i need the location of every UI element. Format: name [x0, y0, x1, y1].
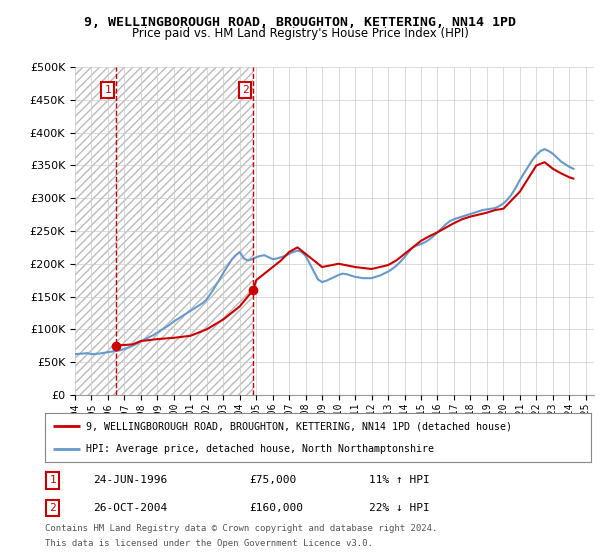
Text: 26-OCT-2004: 26-OCT-2004: [93, 503, 167, 513]
Text: This data is licensed under the Open Government Licence v3.0.: This data is licensed under the Open Gov…: [45, 539, 373, 548]
Text: 22% ↓ HPI: 22% ↓ HPI: [369, 503, 430, 513]
Text: 11% ↑ HPI: 11% ↑ HPI: [369, 475, 430, 486]
Text: 2: 2: [49, 503, 56, 513]
Text: 9, WELLINGBOROUGH ROAD, BROUGHTON, KETTERING, NN14 1PD (detached house): 9, WELLINGBOROUGH ROAD, BROUGHTON, KETTE…: [86, 421, 512, 431]
Text: 1: 1: [104, 85, 111, 95]
Bar: [75, 67, 116, 395]
Text: £160,000: £160,000: [249, 503, 303, 513]
Text: Contains HM Land Registry data © Crown copyright and database right 2024.: Contains HM Land Registry data © Crown c…: [45, 524, 437, 533]
Text: HPI: Average price, detached house, North Northamptonshire: HPI: Average price, detached house, Nort…: [86, 444, 434, 454]
Text: Price paid vs. HM Land Registry's House Price Index (HPI): Price paid vs. HM Land Registry's House …: [131, 27, 469, 40]
Text: 1: 1: [49, 475, 56, 486]
Text: 2: 2: [242, 85, 248, 95]
Bar: [116, 67, 253, 395]
Text: 9, WELLINGBOROUGH ROAD, BROUGHTON, KETTERING, NN14 1PD: 9, WELLINGBOROUGH ROAD, BROUGHTON, KETTE…: [84, 16, 516, 29]
Text: £75,000: £75,000: [249, 475, 296, 486]
Text: 24-JUN-1996: 24-JUN-1996: [93, 475, 167, 486]
